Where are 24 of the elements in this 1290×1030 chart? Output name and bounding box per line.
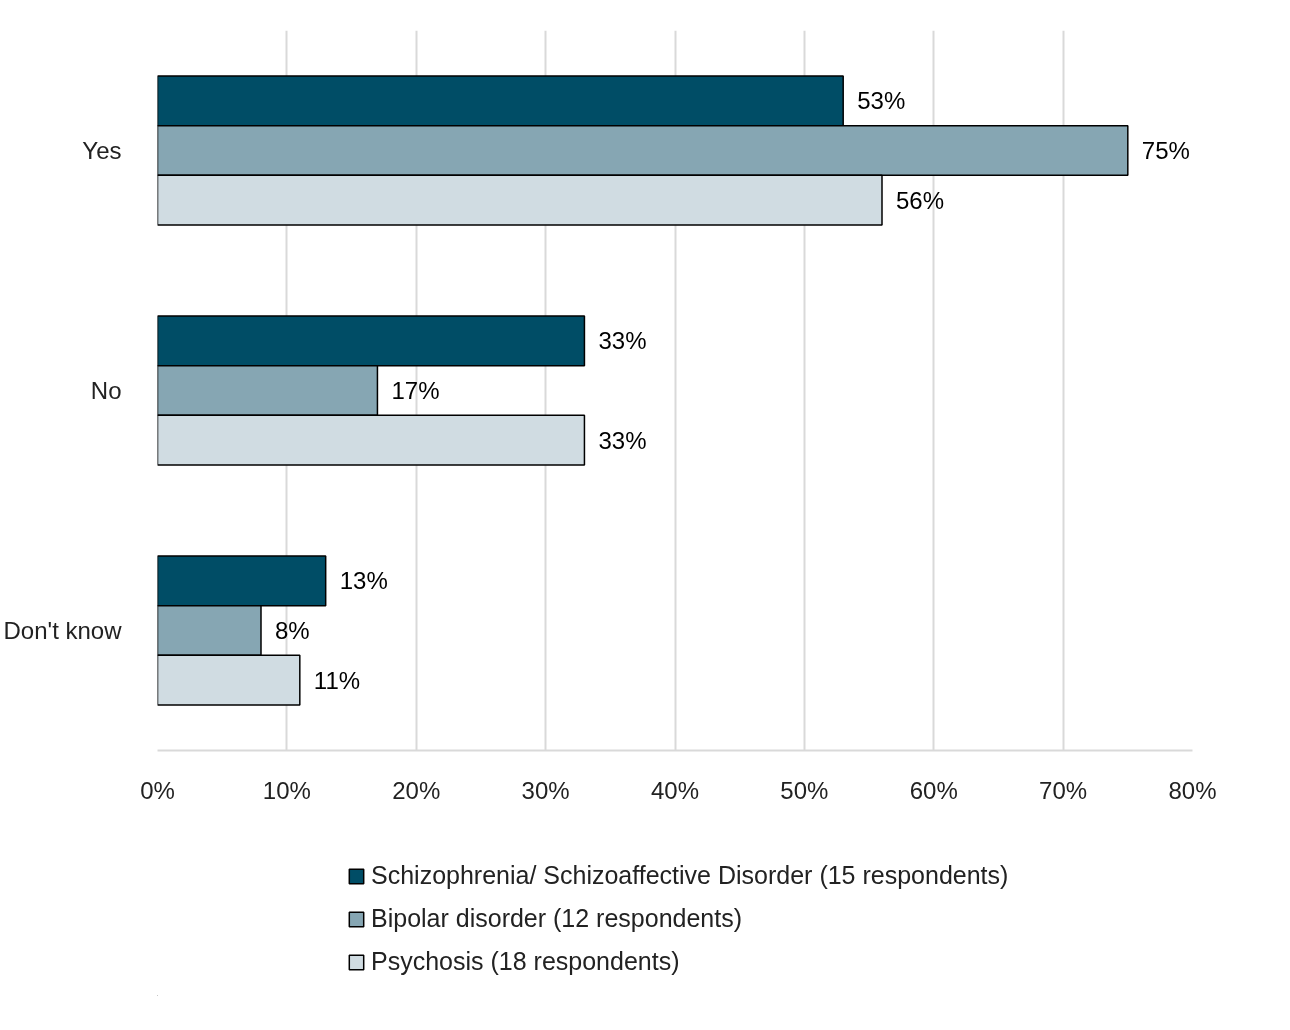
data-label: 13% xyxy=(339,567,388,595)
data-label: 33% xyxy=(598,426,647,454)
x-tick-label: 80% xyxy=(1168,776,1217,804)
x-tick-label: 30% xyxy=(521,776,570,804)
data-label: 8% xyxy=(275,617,310,644)
data-label: 53% xyxy=(857,87,906,115)
data-label: 75% xyxy=(1141,137,1190,164)
x-tick-label: 10% xyxy=(262,776,311,804)
y-tick-label: No xyxy=(90,377,122,404)
x-tick-label: 70% xyxy=(1039,776,1088,804)
data-label: 56% xyxy=(896,186,945,214)
data-label: 11% xyxy=(313,666,361,694)
data-label: 17% xyxy=(391,377,440,404)
legend-label: Psychosis (18 respondents) xyxy=(371,947,680,976)
legend-label: Bipolar disorder (12 respondents) xyxy=(371,904,743,933)
legend-label: Schizophrenia/ Schizoaffective Disorder (15 respondents) xyxy=(371,861,1009,890)
x-tick-label: 50% xyxy=(780,776,829,804)
x-tick-label: 20% xyxy=(392,776,441,804)
data-label: 33% xyxy=(598,327,647,355)
y-tick-label: Yes xyxy=(82,137,122,164)
x-tick-label: 60% xyxy=(909,776,958,804)
x-tick-label: 40% xyxy=(650,776,700,804)
y-tick-label: Don't know xyxy=(3,617,123,644)
x-tick-label: 0% xyxy=(140,776,175,804)
